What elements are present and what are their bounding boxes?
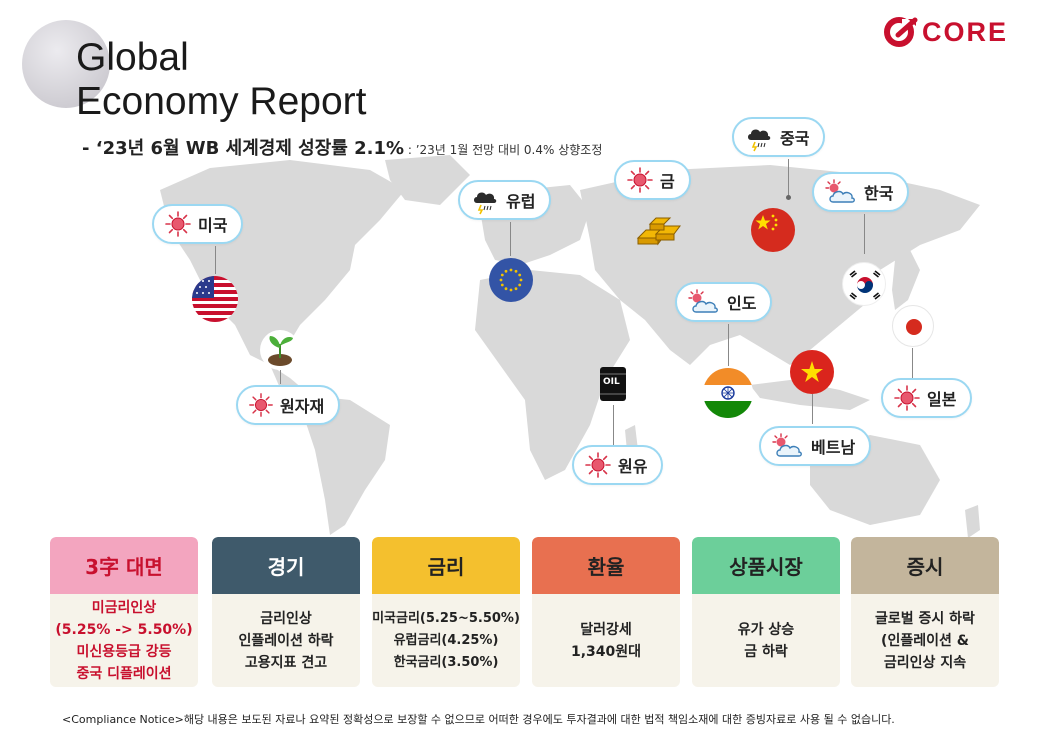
thunderstorm-icon [474, 192, 497, 215]
map-label-text: 일본 [927, 390, 957, 409]
panel-line: (5.25% -> 5.50%) [55, 621, 193, 638]
panel-line: 한국금리(3.50%) [393, 654, 499, 670]
panel-body: 미금리인상 (5.25% -> 5.50%) 미신용등급 강등 중국 디플레이션 [50, 594, 198, 687]
panel-title: 3字 대면 [50, 537, 198, 594]
map-label-korea[interactable]: 한국 [812, 172, 910, 212]
usa-flag-icon [192, 276, 238, 322]
panel-line: 1,340원대 [570, 643, 642, 660]
panel-body: 금리인상 인플레이션 하락 고용지표 견고 [212, 594, 360, 687]
panel-line: 유가 상승 [737, 621, 795, 638]
sunny-icon [165, 211, 191, 237]
logo-mark-icon [884, 17, 918, 47]
map-label-china[interactable]: 중국 [732, 117, 826, 157]
panel-line: 글로벌 증시 하락 [875, 610, 975, 627]
subtitle: - ‘23년 6월 WB 세계경제 성장률 2.1% : ’23년 1월 전망 … [82, 134, 602, 160]
map-label-gold[interactable]: 금 [614, 160, 691, 200]
title-line-1: Global [76, 36, 189, 79]
panel-line: 고용지표 견고 [244, 654, 328, 671]
panel-line: 달러강세 [580, 621, 632, 638]
title-line-2: Economy Report [76, 80, 367, 123]
sprout-icon [260, 330, 300, 370]
panel-line: 금리인상 [260, 610, 312, 627]
panel-line: 중국 디플레이션 [76, 665, 172, 682]
panel-economy: 경기 금리인상 인플레이션 하락 고용지표 견고 [212, 537, 360, 687]
map-label-text: 원자재 [280, 397, 325, 416]
panel-line: 인플레이션 하락 [238, 632, 334, 649]
map-label-text: 금 [660, 172, 675, 191]
panel-3-issues: 3字 대면 미금리인상 (5.25% -> 5.50%) 미신용등급 강등 중국… [50, 537, 198, 687]
sunny-icon [249, 393, 273, 417]
sunny-icon [894, 385, 920, 411]
panel-title: 상품시장 [692, 537, 840, 594]
panel-body: 유가 상승 금 하락 [692, 594, 840, 687]
map-label-raw-materials[interactable]: 원자재 [236, 385, 341, 425]
japan-flag-icon [892, 305, 934, 347]
map-label-europe[interactable]: 유럽 [458, 180, 552, 220]
map-label-india[interactable]: 인도 [675, 282, 773, 322]
compliance-notice: <Compliance Notice>해당 내용은 보도된 자료나 요약된 정확… [62, 713, 895, 726]
map-label-text: 베트남 [811, 438, 856, 457]
panel-line: (인플레이션 & [881, 632, 969, 649]
eu-flag-icon [489, 258, 533, 302]
panel-stock-market: 증시 글로벌 증시 하락 (인플레이션 & 금리인상 지속 [851, 537, 999, 687]
map-label-vietnam[interactable]: 베트남 [759, 426, 872, 466]
panel-title: 경기 [212, 537, 360, 594]
partly-cloudy-icon [772, 433, 802, 457]
panel-line: 미금리인상 [91, 599, 157, 616]
panel-line: 미국금리(5.25~5.50%) [372, 610, 520, 626]
panel-line: 금리인상 지속 [883, 654, 967, 671]
gold-bars-icon [636, 217, 681, 246]
panel-line: 금 하락 [744, 643, 788, 660]
india-flag-icon [703, 368, 753, 418]
panel-body: 달러강세 1,340원대 [532, 594, 680, 687]
logo-text: CORE [922, 16, 1009, 47]
panel-line: 유럽금리(4.25%) [393, 632, 499, 648]
map-label-text: 한국 [864, 184, 894, 203]
vietnam-flag-icon [790, 350, 834, 394]
map-label-japan[interactable]: 일본 [881, 378, 973, 418]
partly-cloudy-icon [688, 289, 718, 313]
panel-body: 미국금리(5.25~5.50%) 유럽금리(4.25%) 한국금리(3.50%) [372, 594, 520, 687]
panel-interest-rate: 금리 미국금리(5.25~5.50%) 유럽금리(4.25%) 한국금리(3.5… [372, 537, 520, 687]
subtitle-note: : ’23년 1월 전망 대비 0.4% 상향조정 [404, 143, 603, 157]
panel-exchange-rate: 환율 달러강세 1,340원대 [532, 537, 680, 687]
core-logo: CORE [884, 16, 1008, 48]
map-label-text: 미국 [198, 216, 228, 235]
panel-title: 환율 [532, 537, 680, 594]
panel-commodities: 상품시장 유가 상승 금 하락 [692, 537, 840, 687]
sunny-icon [627, 167, 653, 193]
decorative-circle [22, 20, 110, 108]
panel-title: 금리 [372, 537, 520, 594]
oil-barrel-icon [600, 367, 626, 401]
map-label-oil[interactable]: 원유 [572, 445, 664, 485]
sunny-icon [585, 452, 611, 478]
map-label-text: 원유 [618, 457, 648, 476]
subtitle-main: - ‘23년 6월 WB 세계경제 성장률 2.1% [82, 138, 405, 159]
korea-flag-icon [842, 262, 886, 306]
panel-body: 글로벌 증시 하락 (인플레이션 & 금리인상 지속 [851, 594, 999, 687]
page-title: Global Economy Report [76, 36, 366, 124]
panel-line: 미신용등급 강등 [76, 643, 172, 660]
partly-cloudy-icon [825, 179, 855, 203]
china-flag-icon [751, 208, 795, 252]
map-label-text: 유럽 [506, 192, 536, 211]
panel-title: 증시 [851, 537, 999, 594]
oil-barrel-label: OIL [603, 377, 620, 387]
thunderstorm-icon [748, 129, 771, 152]
map-label-text: 중국 [780, 129, 810, 148]
map-label-text: 인도 [727, 294, 757, 313]
map-label-usa[interactable]: 미국 [152, 204, 244, 244]
